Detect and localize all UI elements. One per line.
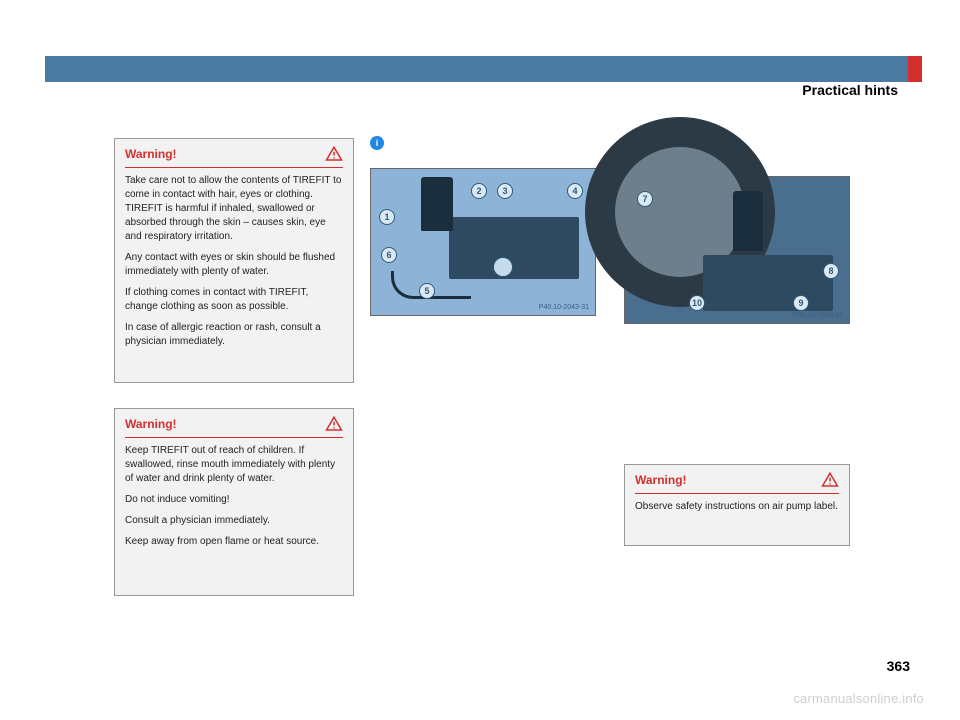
callout-8: 8 [823,263,839,279]
watermark: carmanualsonline.info [793,691,924,706]
page-header-title: Practical hints [802,82,898,98]
warning-text: Any contact with eyes or skin should be … [125,251,343,279]
callout-6: 6 [381,247,397,263]
photo-tirefit-kit: 1 2 3 4 5 6 P40.10-2043-31 [370,168,596,316]
callout-9: 9 [793,295,809,311]
warning-body: Keep TIREFIT out of reach of children. I… [115,442,353,557]
header-tab [908,56,922,82]
warning-text: Keep away from open flame or heat source… [125,535,343,549]
warning-divider [635,493,839,494]
warning-text: Observe safety instructions on air pump … [635,500,839,514]
warning-divider [125,167,343,168]
page-number: 363 [887,658,910,674]
warning-box-air-pump: Warning! Observe safety instructions on … [624,464,850,546]
callout-10: 10 [689,295,705,311]
bottle-shape [733,191,763,251]
warning-box-tirefit-contact: Warning! Take care not to allow the cont… [114,138,354,383]
photo-reference-label: P40.10-2043-31 [539,304,589,311]
warning-text: Keep TIREFIT out of reach of children. I… [125,444,343,486]
warning-text: If clothing comes in contact with TIREFI… [125,286,343,314]
warning-box-tirefit-children: Warning! Keep TIREFIT out of reach of ch… [114,408,354,596]
warning-label: Warning! [125,417,177,431]
callout-1: 1 [379,209,395,225]
warning-header: Warning! [115,139,353,167]
warning-header: Warning! [115,409,353,437]
pump-shape [703,255,833,311]
warning-header: Warning! [625,465,849,493]
warning-text: Take care not to allow the contents of T… [125,174,343,244]
callout-5: 5 [419,283,435,299]
pump-shape [449,217,579,279]
warning-divider [125,437,343,438]
info-icon: i [370,136,384,150]
bottle-shape [421,177,453,231]
header-band [45,56,915,82]
callout-4: 4 [567,183,583,199]
warning-label: Warning! [125,147,177,161]
warning-triangle-icon [325,145,343,163]
warning-label: Warning! [635,473,687,487]
warning-body: Observe safety instructions on air pump … [625,498,849,522]
warning-text: In case of allergic reaction or rash, co… [125,321,343,349]
warning-text: Do not induce vomiting! [125,493,343,507]
photo-air-pump-wheel: 7 8 9 10 P40.10-2918-31 [624,176,850,324]
warning-body: Take care not to allow the contents of T… [115,172,353,357]
callout-2: 2 [471,183,487,199]
warning-text: Consult a physician immediately. [125,514,343,528]
warning-triangle-icon [325,415,343,433]
photo-reference-label: P40.10-2918-31 [793,312,843,319]
warning-triangle-icon [821,471,839,489]
gauge-shape [493,257,513,277]
callout-3: 3 [497,183,513,199]
callout-7: 7 [637,191,653,207]
